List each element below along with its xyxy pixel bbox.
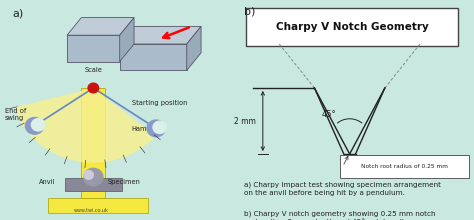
Text: b) Charpy V notch geometry showing 0.25 mm notch
root radius, 2 mm, depth and 45: b) Charpy V notch geometry showing 0.25 … xyxy=(244,210,436,220)
Text: www.twi.co.uk: www.twi.co.uk xyxy=(73,208,109,213)
FancyBboxPatch shape xyxy=(340,155,469,178)
Text: Starting position: Starting position xyxy=(132,100,187,106)
Text: a) Charpy Impact test showing specimen arrangement
on the anvil before being hit: a) Charpy Impact test showing specimen a… xyxy=(244,182,441,196)
Circle shape xyxy=(84,168,103,186)
FancyBboxPatch shape xyxy=(64,178,122,191)
Text: Charpy V Notch Geometry: Charpy V Notch Geometry xyxy=(275,22,428,32)
Circle shape xyxy=(31,119,45,131)
Text: Anvil: Anvil xyxy=(39,178,55,185)
Text: a): a) xyxy=(12,9,23,19)
Text: b): b) xyxy=(244,7,255,16)
Text: Notch root radius of 0.25 mm: Notch root radius of 0.25 mm xyxy=(361,164,448,169)
Polygon shape xyxy=(119,18,134,62)
Circle shape xyxy=(153,121,166,134)
Circle shape xyxy=(84,170,93,179)
Text: Scale: Scale xyxy=(84,67,102,73)
FancyBboxPatch shape xyxy=(48,198,148,213)
Circle shape xyxy=(26,117,44,134)
Wedge shape xyxy=(15,88,155,163)
Text: End of
swing: End of swing xyxy=(5,108,26,121)
Text: Hammer: Hammer xyxy=(132,126,161,132)
Polygon shape xyxy=(187,26,201,70)
FancyBboxPatch shape xyxy=(82,88,105,198)
Circle shape xyxy=(147,120,165,137)
FancyBboxPatch shape xyxy=(119,44,187,70)
FancyBboxPatch shape xyxy=(246,8,457,46)
Polygon shape xyxy=(67,18,134,35)
Polygon shape xyxy=(119,26,201,44)
FancyBboxPatch shape xyxy=(67,35,119,62)
Text: 2 mm: 2 mm xyxy=(234,117,256,125)
Text: 45°: 45° xyxy=(321,110,336,119)
Circle shape xyxy=(88,83,99,93)
Text: Specimen: Specimen xyxy=(108,178,141,185)
